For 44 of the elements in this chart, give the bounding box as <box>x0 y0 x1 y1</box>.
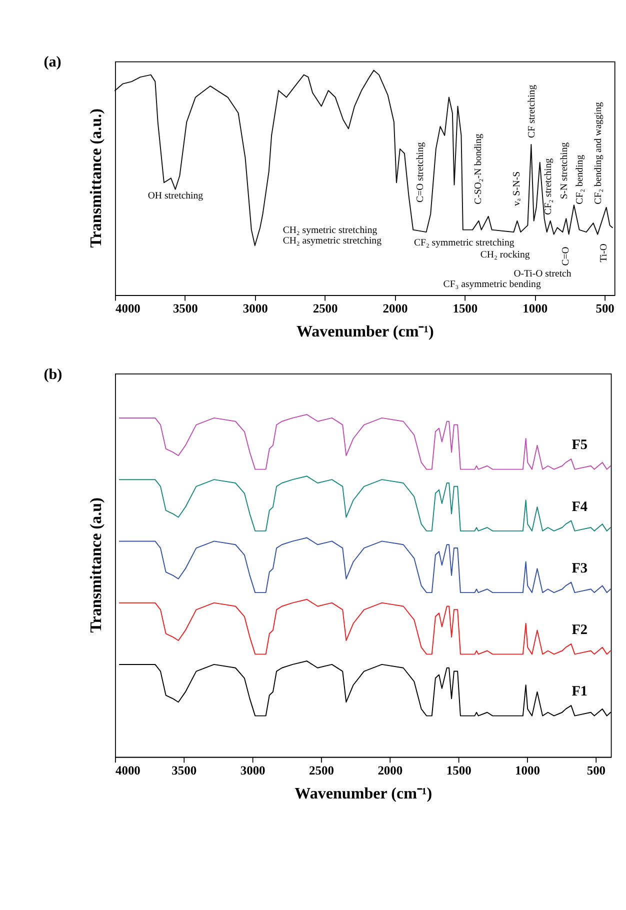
x-tick-label: 1500 <box>446 763 472 778</box>
x-axis-title: Wavenumber (cm⁻¹) <box>296 323 434 340</box>
x-axis-title: Wavenumber (cm⁻¹) <box>294 785 432 802</box>
annotation: C=O stretching <box>414 142 426 202</box>
x-tick-label: 3500 <box>172 763 197 778</box>
annotation: CF₂ bending <box>574 154 586 204</box>
x-tick-label: 4000 <box>115 301 140 316</box>
annotation: CH₂ asymetric stretching <box>282 236 382 247</box>
x-tick-label: 1500 <box>452 301 478 316</box>
annotation: OH stretching <box>148 190 204 202</box>
annotation: vₐ S-N-S <box>512 171 523 206</box>
x-tick-label: 3000 <box>242 301 268 316</box>
x-tick-label: 500 <box>596 301 614 316</box>
series-label: F1 <box>572 684 588 700</box>
x-tick-label: 1000 <box>515 763 540 778</box>
x-tick-label: 3000 <box>240 763 266 778</box>
x-tick-label: 1000 <box>522 301 548 316</box>
x-tick-label: 2000 <box>378 763 403 778</box>
annotation: CF stretching <box>526 84 538 138</box>
series-label: F4 <box>572 498 588 515</box>
x-tick-label: 2500 <box>312 301 338 316</box>
annotation: CF₂ bending and wagging <box>593 102 604 204</box>
x-tick-label: 500 <box>586 763 606 778</box>
annotation: C-SO₂-N bonding <box>472 134 484 204</box>
annotation: Ti-O <box>598 244 610 262</box>
annotation: CH₂ symetric stretching <box>282 225 378 236</box>
annotation: S-N stretching <box>559 142 570 200</box>
annotation: CH₂ rocking <box>480 249 530 260</box>
y-axis-title: Transmittance (a.u) <box>88 498 105 633</box>
x-tick-label: 2500 <box>309 763 334 778</box>
annotation: C=O <box>560 246 572 266</box>
series-label: F5 <box>572 437 588 454</box>
x-tick-label: 4000 <box>115 763 140 778</box>
annotation: CF₂ symmetric stretching <box>414 237 514 248</box>
annotation: CF₃ asymmetric bending <box>443 279 541 290</box>
x-tick-label: 2000 <box>382 301 408 316</box>
annotation: CF₂ stretching <box>543 158 554 215</box>
annotation: O-Ti-O stretch <box>514 268 572 280</box>
series-label: F2 <box>572 622 588 638</box>
y-axis-title: Transmittance (a.u.) <box>88 108 105 248</box>
chart-title: (a) <box>44 54 62 71</box>
chart-title: (b) <box>44 366 62 383</box>
series-label: F3 <box>572 560 588 576</box>
x-tick-label: 3500 <box>172 301 198 316</box>
